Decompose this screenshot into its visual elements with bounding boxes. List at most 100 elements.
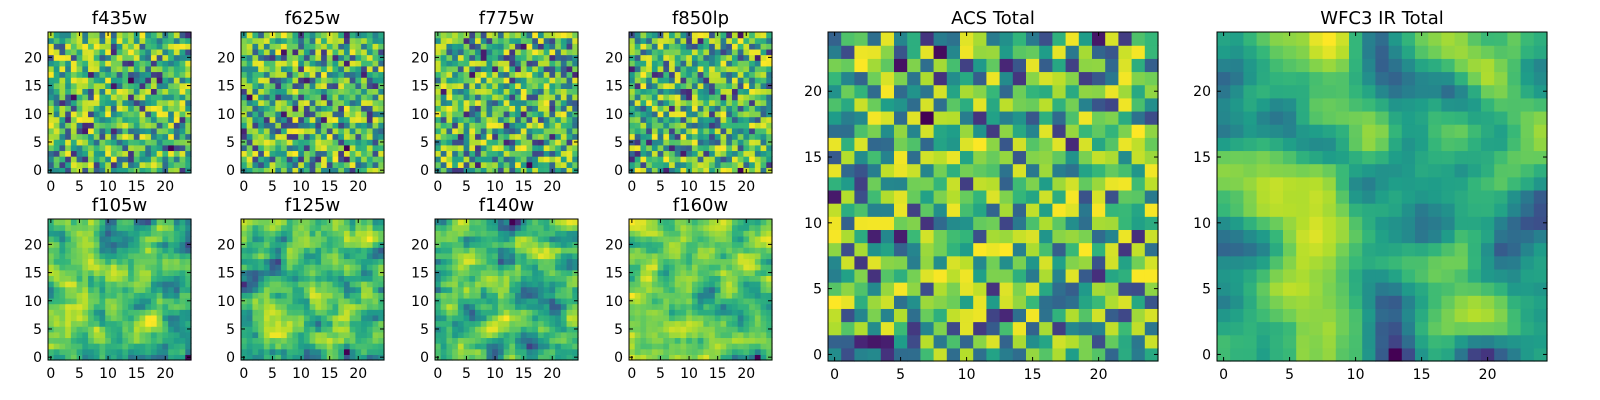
heatmap-cell bbox=[440, 337, 448, 344]
heatmap-cell bbox=[703, 54, 710, 61]
heatmap-cell bbox=[737, 156, 744, 163]
heatmap-cell bbox=[509, 65, 516, 73]
heatmap-cell bbox=[116, 71, 123, 78]
heatmap-cell bbox=[532, 144, 539, 152]
heatmap-cell bbox=[475, 331, 482, 339]
heatmap-cell bbox=[714, 110, 722, 118]
heatmap-cell bbox=[543, 161, 550, 168]
heatmap-cell bbox=[275, 314, 282, 322]
heatmap-cell bbox=[269, 297, 276, 305]
heatmap-cell bbox=[492, 122, 499, 129]
heatmap-cell bbox=[743, 144, 750, 152]
heatmap-cell bbox=[657, 326, 664, 333]
heatmap-cell bbox=[372, 32, 379, 39]
heatmap-cell bbox=[93, 71, 101, 78]
heatmap-cell bbox=[128, 219, 135, 226]
heatmap-cell bbox=[372, 247, 379, 254]
heatmap-cell bbox=[122, 343, 129, 350]
heatmap-cell bbox=[70, 88, 78, 95]
heatmap-cell bbox=[640, 320, 647, 327]
heatmap-cell bbox=[145, 156, 152, 163]
heatmap-cell bbox=[173, 161, 181, 168]
heatmap-cell bbox=[634, 161, 642, 168]
heatmap-cell bbox=[503, 110, 510, 118]
heatmap-cell bbox=[326, 150, 334, 157]
heatmap-cell bbox=[76, 77, 83, 84]
heatmap-cell bbox=[452, 235, 459, 243]
heatmap-cell bbox=[65, 150, 72, 157]
heatmap-cell bbox=[492, 65, 499, 73]
heatmap-cell bbox=[532, 32, 539, 39]
heatmap-cell bbox=[497, 54, 505, 61]
heatmap-cell bbox=[133, 331, 141, 339]
heatmap-cell bbox=[703, 281, 710, 288]
heatmap-cell bbox=[139, 116, 146, 123]
heatmap-cell bbox=[526, 281, 533, 288]
x-tick-label: 0 bbox=[433, 366, 442, 382]
heatmap-cell bbox=[446, 269, 453, 276]
heatmap-cell bbox=[372, 309, 379, 316]
heatmap-cell bbox=[246, 37, 254, 44]
heatmap-cell bbox=[572, 99, 579, 106]
heatmap-cell bbox=[48, 88, 55, 95]
heatmap-cell bbox=[691, 37, 699, 44]
heatmap-cell bbox=[378, 252, 385, 260]
heatmap-cell bbox=[497, 292, 505, 299]
heatmap-cell bbox=[281, 292, 288, 299]
heatmap-cell bbox=[457, 144, 465, 152]
heatmap-cell bbox=[128, 127, 135, 135]
heatmap-cell bbox=[110, 94, 118, 101]
heatmap-cell bbox=[332, 37, 339, 44]
heatmap-cell bbox=[263, 303, 271, 310]
heatmap-cell bbox=[469, 139, 476, 146]
y-tick-label: 0 bbox=[420, 350, 429, 366]
heatmap-cell bbox=[646, 348, 653, 355]
heatmap-cell bbox=[315, 343, 322, 350]
heatmap-cell bbox=[691, 127, 699, 135]
heatmap-cell bbox=[475, 354, 482, 361]
heatmap-cell bbox=[133, 348, 141, 355]
heatmap-cell bbox=[162, 105, 169, 112]
heatmap-cell bbox=[53, 343, 61, 350]
heatmap-cell bbox=[731, 326, 739, 333]
heatmap-cell bbox=[286, 286, 294, 293]
heatmap-cell bbox=[303, 281, 311, 288]
heatmap-cell bbox=[59, 71, 66, 78]
heatmap-cell bbox=[549, 37, 556, 44]
heatmap-cell bbox=[669, 105, 676, 112]
heatmap-cell bbox=[714, 314, 722, 322]
heatmap-cell bbox=[452, 110, 459, 118]
heatmap-cell bbox=[70, 116, 78, 123]
heatmap-cell bbox=[70, 292, 78, 299]
heatmap-cell bbox=[726, 54, 733, 61]
heatmap-cell bbox=[720, 127, 727, 135]
heatmap-cell bbox=[298, 116, 305, 123]
heatmap-cell bbox=[338, 281, 345, 288]
heatmap-cell bbox=[332, 122, 339, 129]
heatmap-cell bbox=[503, 127, 510, 135]
heatmap-cell bbox=[241, 337, 248, 344]
heatmap-cell bbox=[303, 88, 311, 95]
heatmap-cell bbox=[372, 337, 379, 344]
heatmap-cell bbox=[378, 286, 385, 293]
heatmap-cell bbox=[93, 258, 101, 265]
heatmap-cell bbox=[275, 94, 282, 101]
heatmap-cell bbox=[179, 48, 186, 56]
heatmap-cell bbox=[173, 241, 181, 248]
heatmap-cell bbox=[446, 326, 453, 333]
heatmap-cell bbox=[326, 37, 334, 44]
heatmap-cell bbox=[59, 292, 66, 299]
heatmap-cell bbox=[263, 122, 271, 129]
heatmap-cell bbox=[349, 161, 356, 168]
heatmap-cell bbox=[691, 99, 699, 106]
heatmap-cell bbox=[497, 139, 505, 146]
x-tick-label: 5 bbox=[268, 179, 277, 195]
heatmap-cell bbox=[99, 150, 106, 157]
heatmap-cell bbox=[680, 269, 687, 276]
heatmap-cell bbox=[82, 161, 89, 168]
heatmap-cell bbox=[150, 241, 158, 248]
heatmap-cell bbox=[475, 281, 482, 288]
heatmap-cell bbox=[263, 281, 271, 288]
heatmap-cell bbox=[156, 116, 163, 123]
heatmap-cell bbox=[526, 116, 533, 123]
